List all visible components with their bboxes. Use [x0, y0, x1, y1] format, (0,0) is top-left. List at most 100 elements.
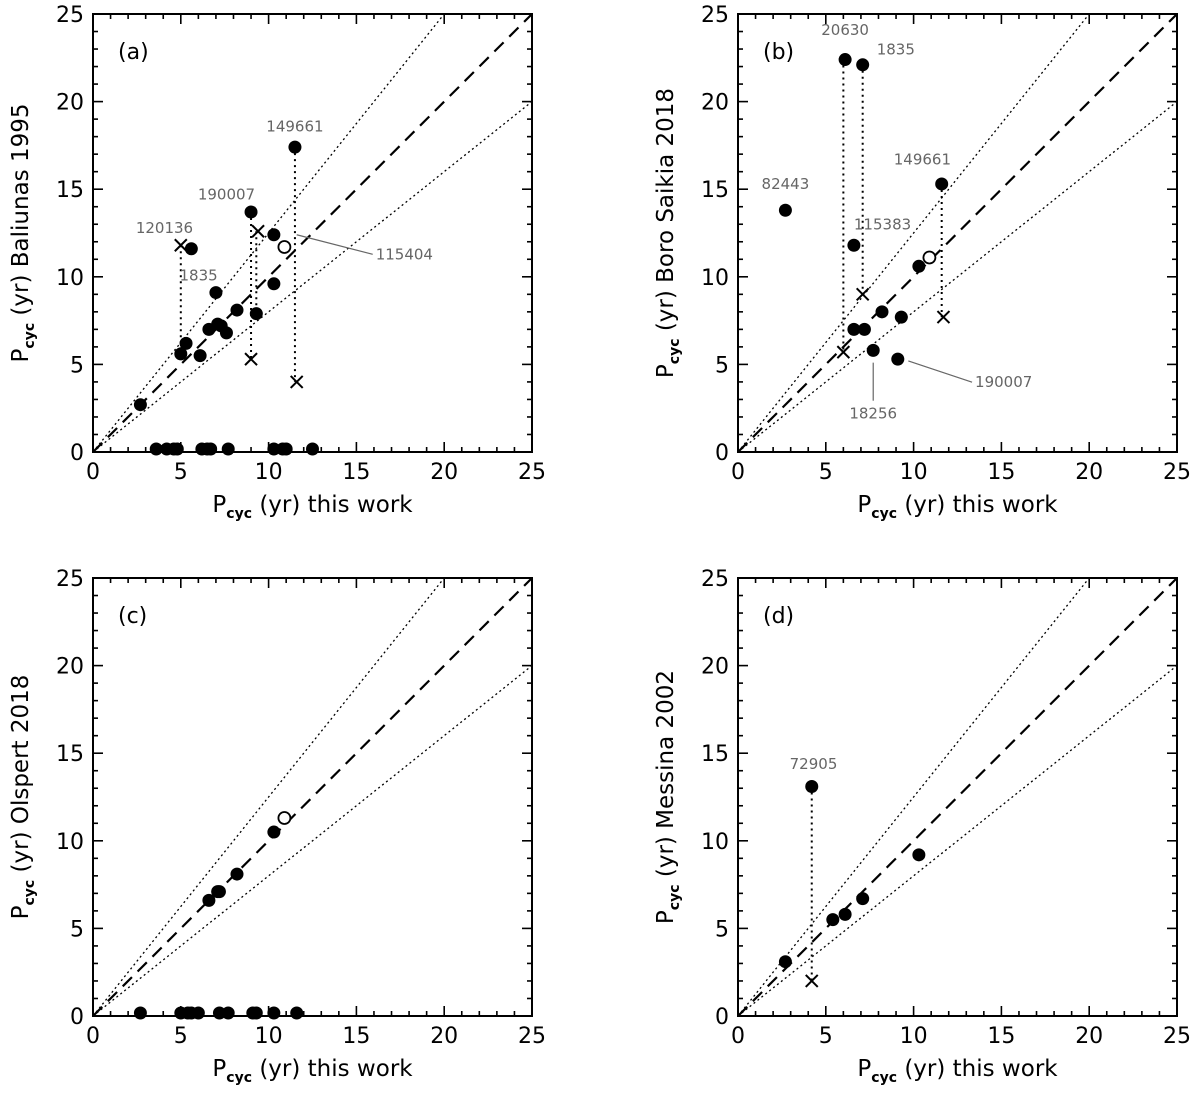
cross-point [251, 224, 265, 238]
data-point [179, 336, 193, 350]
y-axis-title-sub: cyc [22, 880, 38, 906]
x-tick-label: 5 [174, 460, 188, 485]
y-axis-title: Pcyc (yr) Baliunas 1995 [8, 104, 38, 363]
open-point [277, 811, 292, 825]
data-point [912, 848, 926, 862]
x-axis-title-main: P [212, 1056, 226, 1082]
zero-point [306, 442, 319, 456]
x-tick-label: 0 [731, 460, 745, 485]
star-label: 149661 [266, 117, 323, 135]
y-axis-title-rest: (yr) Boro Saikia 2018 [653, 88, 679, 339]
upper-bound-line [737, 13, 1090, 453]
y-tick-label: 0 [715, 1005, 729, 1030]
zero-point [204, 442, 218, 456]
data-point [230, 303, 244, 317]
x-tick-label: 10 [255, 460, 283, 485]
data-point [209, 286, 223, 300]
star-label: 18256 [849, 405, 897, 423]
data-point [778, 203, 792, 217]
lower-bound-line [737, 665, 1178, 1017]
x-tick-label: 20 [1075, 1024, 1103, 1049]
data-point [838, 53, 852, 67]
plot-frame [737, 577, 1178, 1017]
data-point [267, 277, 281, 291]
y-tick-label: 20 [56, 91, 84, 116]
x-tick-label: 0 [86, 1024, 100, 1049]
data-point [847, 322, 861, 336]
y-tick-label: 15 [701, 178, 729, 203]
y-tick-label: 25 [701, 567, 729, 592]
y-axis-title-main: P [653, 910, 679, 924]
y-tick-label: 20 [56, 655, 84, 680]
y-tick-label: 15 [56, 178, 84, 203]
one-to-one-line [92, 13, 533, 453]
data-point [778, 955, 792, 969]
one-to-one-line [737, 13, 1178, 453]
data-point [856, 58, 870, 72]
zero-point [279, 442, 293, 456]
cross-point [855, 287, 870, 302]
data-point [894, 310, 908, 324]
y-axis-title-sub: cyc [667, 338, 683, 364]
x-axis-title-sub: cyc [871, 506, 897, 522]
y-axis-title-main: P [653, 364, 679, 378]
x-axis-title-rest: (yr) this work [897, 1056, 1058, 1082]
cross-point [244, 352, 258, 366]
star-label: 149661 [894, 151, 951, 169]
data-point [212, 885, 226, 899]
plot-frame [92, 577, 533, 1017]
x-tick-label: 10 [900, 1024, 928, 1049]
data-point [184, 242, 198, 256]
x-tick-label: 15 [342, 460, 370, 485]
lower-bound-line [92, 101, 533, 453]
lower-bound-line [737, 101, 1178, 453]
data-point [219, 326, 233, 340]
cross-point [936, 310, 951, 324]
x-tick-label: 15 [987, 1024, 1015, 1049]
x-tick-label: 20 [1075, 460, 1103, 485]
y-tick-label: 5 [70, 353, 84, 378]
y-axis-title: Pcyc (yr) Boro Saikia 2018 [653, 88, 683, 378]
y-axis-title: Pcyc (yr) Olspert 2018 [8, 675, 38, 920]
data-point [856, 892, 870, 906]
cross-point [836, 345, 851, 359]
zero-point [221, 442, 235, 456]
cross-point [805, 974, 819, 988]
panel-label: (d) [763, 604, 794, 629]
star-label: 1835 [179, 266, 217, 284]
data-point [805, 779, 819, 793]
x-axis-title: Pcyc (yr) this work [212, 1056, 413, 1086]
data-point [193, 349, 207, 363]
one-to-one-line [92, 577, 533, 1017]
y-tick-label: 20 [701, 91, 729, 116]
x-axis-title-main: P [857, 492, 871, 518]
zero-point [149, 442, 163, 456]
data-point [244, 205, 258, 219]
y-axis-title-rest: (yr) Baliunas 1995 [8, 104, 34, 323]
x-tick-label: 25 [518, 1024, 546, 1049]
y-tick-label: 0 [70, 441, 84, 466]
data-point [288, 140, 302, 154]
x-axis-title-main: P [212, 492, 226, 518]
x-axis-title-rest: (yr) this work [897, 492, 1058, 518]
data-point [838, 907, 852, 921]
y-tick-label: 20 [701, 655, 729, 680]
lower-bound-line [92, 665, 533, 1017]
open-point [922, 250, 937, 265]
x-tick-label: 5 [174, 1024, 188, 1049]
data-point [202, 893, 216, 907]
upper-bound-line [737, 577, 1090, 1017]
x-tick-label: 15 [342, 1024, 370, 1049]
x-tick-label: 5 [819, 1024, 833, 1049]
data-point [826, 913, 840, 927]
y-tick-label: 25 [56, 3, 84, 28]
cross-point [289, 375, 304, 389]
panel-label: (a) [118, 40, 149, 65]
star-label: 72905 [790, 755, 838, 773]
data-point [133, 398, 147, 412]
x-axis-title: Pcyc (yr) this work [212, 492, 413, 522]
x-tick-label: 10 [900, 460, 928, 485]
